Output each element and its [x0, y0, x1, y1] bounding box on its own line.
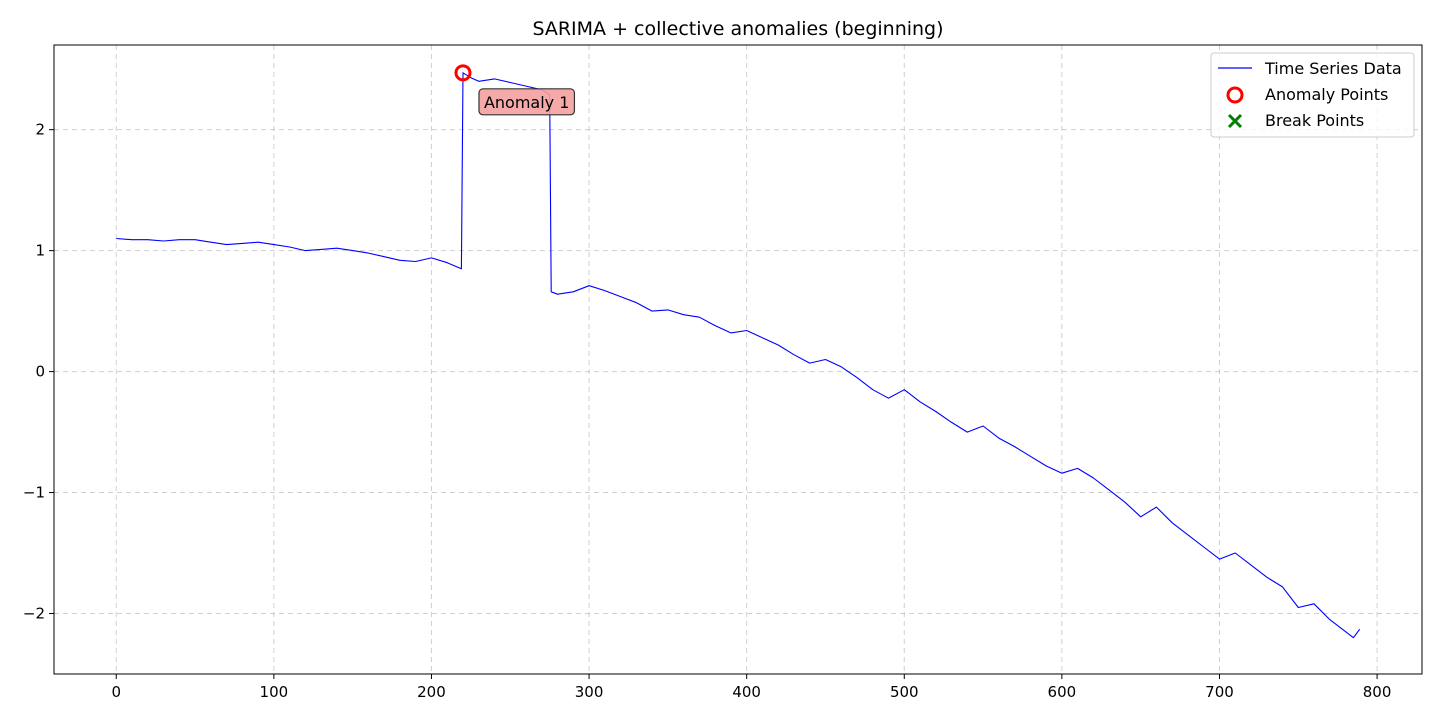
grid-lines [54, 45, 1422, 674]
y-tick-label: −2 [23, 605, 45, 623]
anomaly-point [454, 64, 472, 82]
y-tick-label: −1 [23, 484, 45, 502]
axes-frame [53, 44, 1423, 675]
x-tick-label: 500 [890, 683, 919, 701]
legend-break-marker [1227, 113, 1243, 129]
legend-label-break: Break Points [1265, 111, 1364, 130]
x-tick-label: 800 [1363, 683, 1392, 701]
x-tick-label: 400 [732, 683, 761, 701]
x-tick-label: 700 [1205, 683, 1234, 701]
y-tick-label: 1 [35, 242, 45, 260]
x-tick-label: 200 [417, 683, 446, 701]
chart-title: SARIMA + collective anomalies (beginning… [532, 18, 943, 40]
series-line [116, 72, 1361, 639]
x-tick-label: 100 [260, 683, 289, 701]
legend-label-anomaly: Anomaly Points [1265, 85, 1388, 104]
axis-ticks: 0 100 200 300 400 500 600 700 800 −2 −1 0 1 2 [23, 121, 1392, 701]
annotation-background [478, 88, 576, 116]
x-tick-label: 600 [1048, 683, 1077, 701]
legend: Time Series Data Anomaly Points Break Po… [1210, 52, 1415, 138]
legend-box [1210, 52, 1415, 138]
x-tick-label: 0 [111, 683, 121, 701]
annotations: Anomaly 1 [478, 88, 576, 116]
x-tick-label: 300 [575, 683, 604, 701]
y-tick-label: 0 [35, 363, 45, 381]
plot-area [116, 64, 1361, 639]
annotation-box: Anomaly 1 [478, 88, 576, 116]
legend-label-series: Time Series Data [1264, 59, 1402, 78]
legend-anomaly-marker [1226, 86, 1244, 104]
annotation-label: Anomaly 1 [484, 93, 569, 112]
y-tick-label: 2 [35, 121, 45, 139]
